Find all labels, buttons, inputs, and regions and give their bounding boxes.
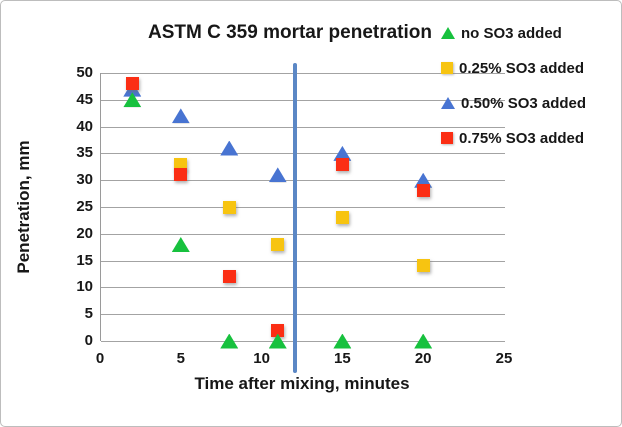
- y-tick-label: 20: [76, 224, 93, 242]
- x-axis-label: Time after mixing, minutes: [194, 374, 410, 393]
- y-tick-label: 15: [76, 251, 93, 269]
- data-point: [335, 157, 349, 171]
- y-tick-label: 40: [76, 117, 93, 135]
- x-tick-label: 0: [95, 350, 105, 367]
- data-point: [271, 323, 285, 337]
- time-marker-line: [292, 63, 297, 373]
- legend-item: 0.50% SO3 added: [441, 92, 586, 114]
- gridline: [101, 180, 505, 182]
- data-point: [222, 270, 236, 284]
- gridline: [101, 73, 505, 74]
- plot-area: [100, 73, 505, 342]
- x-tick-label: 10: [253, 350, 270, 367]
- gridline: [101, 99, 505, 101]
- legend-item: no SO3 added: [441, 22, 562, 44]
- legend-triangle-icon: [441, 97, 455, 109]
- y-tick-label: 35: [76, 144, 93, 162]
- legend-label: 0.50% SO3 added: [461, 94, 587, 112]
- legend-label: no SO3 added: [461, 24, 562, 42]
- legend-item: 0.75% SO3 added: [441, 127, 584, 149]
- y-tick-label: 45: [76, 90, 93, 108]
- gridline: [101, 233, 505, 235]
- data-point: [416, 259, 430, 273]
- gridline: [101, 287, 505, 289]
- data-point: [125, 77, 139, 91]
- data-point: [174, 168, 188, 182]
- gridline: [101, 260, 505, 262]
- gridline: [101, 314, 505, 316]
- y-tick-label: 25: [76, 198, 93, 215]
- y-tick-label: 5: [84, 305, 93, 323]
- chart-title: ASTM C 359 mortar penetration: [148, 22, 432, 43]
- y-tick-label: 10: [76, 278, 93, 296]
- x-tick-label: 25: [495, 350, 513, 367]
- data-point: [174, 157, 188, 171]
- legend-square-icon: [441, 62, 453, 74]
- gridline: [101, 153, 505, 155]
- x-tick-label: 15: [334, 350, 351, 367]
- y-tick-label: 50: [76, 64, 93, 81]
- x-tick-label: 20: [414, 350, 432, 367]
- data-point: [222, 200, 236, 214]
- legend-triangle-icon: [441, 27, 455, 39]
- data-point: [271, 238, 285, 252]
- x-tick-label: 5: [176, 350, 185, 367]
- legend-square-icon: [441, 132, 453, 144]
- y-tick-label: 0: [84, 332, 93, 349]
- y-tick-label: 30: [76, 171, 93, 189]
- y-axis-label: Penetration, mm: [14, 140, 33, 274]
- data-point: [416, 184, 430, 198]
- data-point: [335, 211, 349, 225]
- gridline: [101, 126, 505, 128]
- legend-label: 0.25% SO3 added: [459, 59, 585, 77]
- legend-label: 0.75% SO3 added: [459, 129, 585, 147]
- gridline: [101, 341, 505, 342]
- gridline: [101, 207, 505, 208]
- legend-item: 0.25% SO3 added: [441, 57, 584, 79]
